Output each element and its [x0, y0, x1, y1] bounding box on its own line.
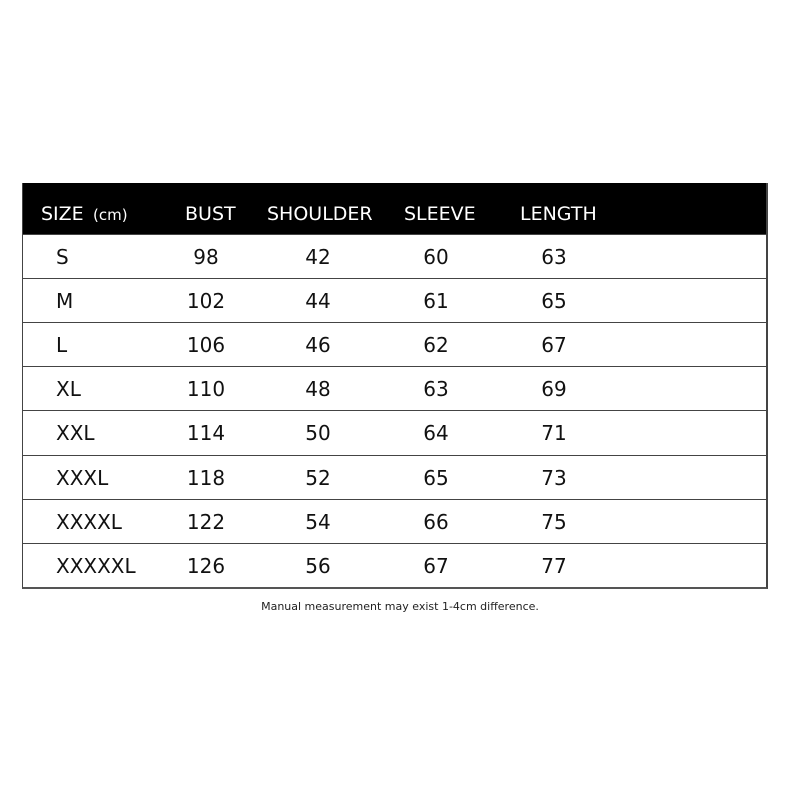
cell-bust: 114: [186, 421, 226, 446]
cell-length: 75: [541, 509, 567, 534]
table-row: XXXL 118 52 65 73: [23, 454, 766, 499]
cell-size: L: [56, 333, 68, 358]
cell-length: 65: [541, 289, 567, 314]
table-row: S 98 42 60 63: [23, 234, 766, 278]
cell-bust: 110: [186, 377, 226, 402]
cell-size: S: [56, 245, 69, 269]
header-shoulder: SHOULDER: [267, 203, 373, 225]
cell-length: 67: [541, 333, 567, 358]
cell-shoulder: 48: [305, 377, 331, 402]
header-unit: (cm): [93, 206, 128, 224]
cell-shoulder: 54: [305, 509, 331, 534]
cell-shoulder: 52: [305, 465, 331, 490]
table-row: XXXXXL 126 56 67 77: [23, 542, 766, 587]
cell-shoulder: 50: [305, 421, 331, 446]
cell-size: XXXXXL: [56, 553, 136, 578]
cell-sleeve: 64: [423, 421, 449, 446]
cell-sleeve: 60: [423, 245, 449, 269]
cell-shoulder: 56: [305, 553, 331, 578]
table-row: XL 110 48 63 69: [23, 366, 766, 410]
cell-sleeve: 63: [423, 377, 449, 402]
cell-length: 71: [541, 421, 567, 446]
cell-shoulder: 44: [305, 289, 331, 314]
cell-bust: 122: [186, 509, 226, 534]
table-row: XXL 114 50 64 71: [23, 410, 766, 454]
header-size: SIZE: [41, 203, 84, 225]
cell-bust: 102: [186, 289, 226, 314]
size-chart-table: SIZE (cm) BUST SHOULDER SLEEVE LENGTH S 9…: [22, 183, 768, 589]
cell-length: 77: [541, 553, 567, 578]
cell-size: XL: [56, 377, 81, 402]
cell-length: 63: [541, 245, 567, 269]
cell-shoulder: 42: [305, 245, 331, 269]
table-header: SIZE (cm) BUST SHOULDER SLEEVE LENGTH: [23, 183, 766, 234]
cell-size: XXXL: [56, 465, 109, 490]
cell-bust: 118: [186, 465, 226, 490]
header-bust: BUST: [185, 203, 236, 225]
cell-sleeve: 67: [423, 553, 449, 578]
table-row: L 106 46 62 67: [23, 322, 766, 366]
cell-sleeve: 65: [423, 465, 449, 490]
cell-length: 69: [541, 377, 567, 402]
header-sleeve: SLEEVE: [404, 203, 476, 225]
cell-sleeve: 66: [423, 509, 449, 534]
cell-sleeve: 61: [423, 289, 449, 314]
cell-bust: 106: [186, 333, 226, 358]
cell-bust: 126: [186, 553, 226, 578]
table-row: M 102 44 61 65: [23, 278, 766, 322]
cell-bust: 98: [193, 245, 219, 269]
header-length: LENGTH: [520, 203, 597, 225]
cell-size: XXXXL: [56, 509, 122, 534]
cell-size: XXL: [56, 421, 95, 446]
table-row: XXXXL 122 54 66 75: [23, 498, 766, 543]
cell-length: 73: [541, 465, 567, 490]
measurement-note: Manual measurement may exist 1-4cm diffe…: [261, 600, 539, 613]
cell-sleeve: 62: [423, 333, 449, 358]
cell-shoulder: 46: [305, 333, 331, 358]
cell-size: M: [56, 289, 74, 314]
